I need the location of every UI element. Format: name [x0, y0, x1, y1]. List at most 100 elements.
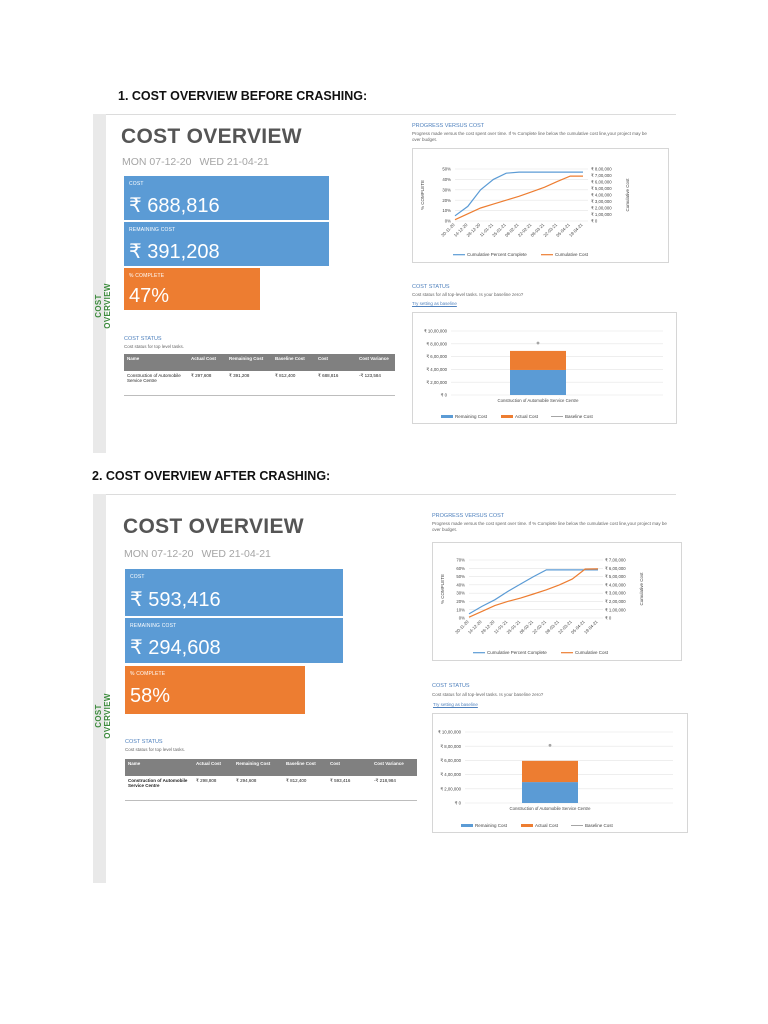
y2-tick-label: ₹ 0 — [591, 219, 598, 224]
progress-title: PROGRESS VERSUS COST — [412, 123, 485, 129]
progress-chart: 70% 60% 50% 40% 30% 20% 10% 0% ₹ 7,00,000 ₹ 6,00,… — [432, 542, 682, 661]
progress-chart-svg: 70% 60% 50% 40% 30% 20% 10% 0% ₹ 7,00,000 ₹ 6,00,… — [440, 558, 644, 655]
y2-tick-label: ₹ 7,00,000 — [591, 173, 612, 178]
cell-actual-cost: ₹ 297,608 — [188, 371, 226, 396]
cost-value: ₹ 593,416 — [130, 589, 221, 611]
col-cost-variance: Cost Variance — [356, 354, 395, 371]
y2-tick-label: ₹ 1,00,000 — [591, 212, 612, 217]
baseline-cost-marker — [548, 743, 552, 747]
remaining-cost-value: ₹ 294,608 — [130, 637, 221, 659]
remaining-cost-tile: REMAINING COST ₹ 294,608 — [125, 618, 343, 663]
dashboard-panel-before: COST OVERVIEW COST OVERVIEW MON 07-12-20… — [93, 114, 677, 453]
y2-axis-title: Cumulative Cost — [639, 572, 644, 606]
progress-chart: 50% 40% 30% 20% 10% 0% ₹ 8,00,000 ₹ 7,00,000 ₹ 6… — [412, 148, 669, 263]
col-name: Name — [125, 759, 193, 776]
sidebar-strip — [93, 114, 106, 453]
series-line-cumulative-percent-complete — [454, 171, 583, 217]
percent-complete-label: % COMPLETE — [129, 273, 165, 279]
y-tick-label: 30% — [442, 187, 451, 192]
legend-label: Actual Cost — [535, 823, 559, 828]
percent-complete-tile: % COMPLETE 58% — [125, 666, 305, 714]
end-date: WED 21-04-21 — [201, 548, 271, 560]
remaining-cost-label: REMAINING COST — [129, 227, 176, 233]
y-tick-label: ₹ 0 — [455, 801, 462, 806]
start-date: MON 07-12-20 — [122, 156, 192, 168]
table-row: Construction of Automobile Service Centr… — [125, 776, 417, 801]
y2-tick-label: ₹ 2,00,000 — [605, 599, 626, 604]
y-tick-label: 0% — [445, 219, 451, 224]
col-cost: Cost — [327, 759, 371, 776]
legend-label: Baseline Cost — [565, 414, 594, 419]
y-tick-label: ₹ 4,00,000 — [440, 772, 461, 777]
x-category-label: Construction of Automobile Service Centr… — [498, 398, 580, 403]
y-tick-label: ₹ 10,00,000 — [438, 730, 462, 735]
y-tick-label: ₹ 10,00,000 — [424, 329, 448, 334]
cell-cost: ₹ 688,816 — [315, 371, 356, 396]
y-tick-label: 20% — [442, 198, 451, 203]
cost-status-chart: ₹ 10,00,000 ₹ 8,00,000 ₹ 6,00,000 ₹ 4,00,00… — [432, 713, 688, 833]
dashboard-title: COST OVERVIEW — [121, 125, 302, 148]
y-tick-label: ₹ 8,00,000 — [440, 744, 461, 749]
dashboard-title: COST OVERVIEW — [123, 515, 304, 538]
legend-label: Actual Cost — [515, 414, 539, 419]
col-name: Name — [124, 354, 188, 371]
y2-tick-label: ₹ 5,00,000 — [591, 186, 612, 191]
series-line-cumulative-percent-complete — [468, 569, 598, 615]
remaining-cost-label: REMAINING COST — [130, 623, 177, 629]
y-tick-label: ₹ 4,00,000 — [426, 367, 447, 372]
y-tick-label: ₹ 6,00,000 — [426, 354, 447, 359]
legend-swatch — [441, 415, 453, 418]
cell-baseline-cost: ₹ 812,400 — [283, 776, 327, 801]
y-tick-label: ₹ 2,00,000 — [440, 786, 461, 791]
y-tick-label: ₹ 0 — [441, 393, 448, 398]
legend-label: Baseline Cost — [585, 823, 614, 828]
cell-baseline-cost: ₹ 812,400 — [272, 371, 315, 396]
series-line-cumulative-cost — [454, 175, 583, 221]
cost-status-desc: Cost status for all top-level tasks. Is … — [432, 692, 544, 697]
y2-tick-label: ₹ 0 — [605, 616, 612, 621]
legend-swatch — [501, 415, 513, 418]
col-remaining-cost: Remaining Cost — [226, 354, 272, 371]
table-desc: Cost status for top level tasks. — [125, 747, 186, 752]
y-tick-label: ₹ 6,00,000 — [440, 758, 461, 763]
cell-remaining-cost: ₹ 294,608 — [233, 776, 283, 801]
remaining-cost-tile: REMAINING COST ₹ 391,208 — [124, 222, 329, 266]
cell-name: Construction of Automobile Service Centr… — [124, 371, 188, 396]
table-header-row: Name Actual Cost Remaining Cost Baseline… — [125, 759, 417, 776]
y-tick-label: 70% — [456, 558, 465, 563]
cell-name: Construction of Automobile Service Centr… — [125, 776, 193, 801]
y2-tick-label: ₹ 3,00,000 — [591, 199, 612, 204]
y-tick-label: 10% — [442, 208, 451, 213]
dashboard-panel-after: COST OVERVIEW COST OVERVIEW MON 07-12-20… — [93, 494, 688, 883]
cell-cost: ₹ 593,416 — [327, 776, 371, 801]
sidebar-strip — [93, 494, 106, 883]
cost-status-title: COST STATUS — [432, 683, 470, 689]
baseline-link[interactable]: Try setting as baseline — [433, 702, 478, 707]
project-dates: MON 07-12-20 WED 21-04-21 — [124, 548, 271, 560]
cost-status-chart-svg: ₹ 10,00,000 ₹ 8,00,000 ₹ 6,00,000 ₹ 4,00,00… — [438, 730, 673, 828]
legend-label: Remaining Cost — [475, 823, 508, 828]
progress-desc: Progress made versus the cost spent over… — [432, 521, 667, 532]
percent-complete-label: % COMPLETE — [130, 671, 166, 677]
end-date: WED 21-04-21 — [199, 156, 269, 168]
cost-status-table: Name Actual Cost Remaining Cost Baseline… — [125, 759, 417, 801]
baseline-cost-marker — [536, 341, 540, 345]
col-baseline-cost: Baseline Cost — [272, 354, 315, 371]
y2-tick-label: ₹ 5,00,000 — [605, 574, 626, 579]
series-line-cumulative-cost — [468, 568, 599, 618]
y-tick-label: ₹ 8,00,000 — [426, 341, 447, 346]
legend-swatch — [461, 824, 473, 827]
legend-label: Cumulative Percent Complete — [467, 252, 527, 257]
x-category-label: Construction of Automobile Service Centr… — [510, 806, 592, 811]
cost-label: COST — [130, 574, 145, 580]
col-baseline-cost: Baseline Cost — [283, 759, 327, 776]
cost-tile: COST ₹ 688,816 — [124, 176, 329, 220]
cost-status-table: Name Actual Cost Remaining Cost Baseline… — [124, 354, 395, 396]
col-remaining-cost: Remaining Cost — [233, 759, 283, 776]
cost-status-chart-svg: ₹ 10,00,000 ₹ 8,00,000 ₹ 6,00,000 ₹ 4,00,00… — [424, 329, 663, 419]
baseline-link[interactable]: Try setting as baseline — [412, 301, 457, 306]
table-title: COST STATUS — [124, 336, 162, 342]
y2-tick-label: ₹ 6,00,000 — [605, 566, 626, 571]
cost-status-desc: Cost status for all top-level tasks. Is … — [412, 292, 524, 297]
col-cost-variance: Cost Variance — [371, 759, 417, 776]
